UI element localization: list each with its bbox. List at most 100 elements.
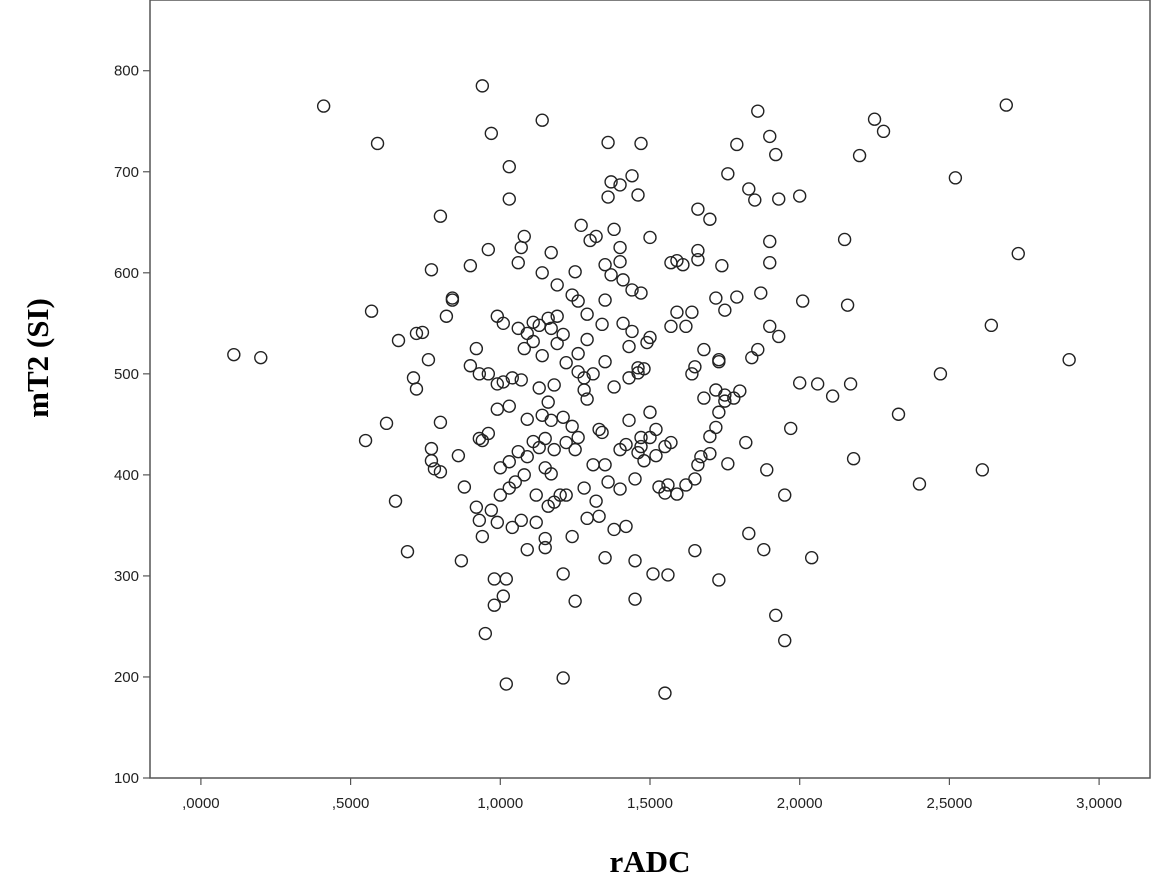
- data-point: [604, 268, 618, 282]
- data-point: [469, 341, 484, 356]
- x-axis: ,0000 ,5000 1,0000 1,5000 2,0000 2,5000 3,0000: [182, 778, 1122, 812]
- data-point: [1011, 246, 1025, 261]
- data-point: [484, 126, 499, 141]
- data-point: [601, 475, 615, 489]
- data-point: [550, 336, 564, 351]
- data-point: [505, 520, 519, 535]
- data-point: [409, 382, 424, 396]
- data-point: [544, 467, 558, 481]
- data-point: [891, 407, 906, 421]
- data-point: [613, 254, 627, 269]
- data-point: [691, 458, 705, 472]
- data-point: [556, 327, 570, 342]
- data-point: [619, 437, 633, 452]
- data-point: [607, 222, 621, 237]
- data-point: [391, 333, 406, 348]
- data-point: [691, 202, 705, 216]
- data-point: [793, 189, 807, 203]
- data-point: [472, 513, 487, 528]
- data-point: [496, 316, 510, 331]
- data-point: [837, 232, 852, 247]
- data-point: [592, 422, 606, 437]
- data-point: [631, 188, 645, 202]
- data-point: [658, 686, 672, 700]
- y-tick-label: 700: [114, 164, 139, 181]
- data-point: [502, 160, 516, 174]
- data-point: [316, 99, 331, 113]
- data-point: [514, 240, 528, 255]
- data-point: [685, 305, 699, 319]
- y-tick-label: 500: [114, 366, 139, 383]
- x-tick-label: 3,0000: [1076, 795, 1122, 812]
- data-point: [679, 319, 693, 334]
- data-point: [598, 355, 612, 369]
- data-point: [511, 256, 525, 270]
- data-point: [763, 256, 777, 270]
- data-point: [433, 209, 448, 223]
- data-point: [598, 551, 612, 565]
- data-point: [634, 430, 648, 445]
- data-point: [712, 355, 726, 369]
- data-point: [619, 519, 633, 534]
- data-point: [571, 430, 585, 445]
- data-point: [846, 452, 861, 466]
- data-point: [598, 258, 612, 272]
- data-point: [810, 377, 825, 391]
- data-point: [679, 478, 693, 492]
- data-point: [625, 169, 639, 183]
- data-point: [631, 361, 645, 375]
- data-point: [535, 113, 549, 127]
- x-tick-label: ,5000: [332, 795, 370, 812]
- data-point: [742, 526, 756, 541]
- data-point: [643, 430, 657, 445]
- data-point: [670, 253, 684, 268]
- data-point: [613, 240, 627, 255]
- data-point: [445, 291, 460, 305]
- data-point: [709, 420, 723, 435]
- data-point: [478, 626, 493, 641]
- y-tick-label: 300: [114, 568, 139, 585]
- data-point: [532, 440, 546, 455]
- data-point: [364, 304, 379, 318]
- data-point: [628, 472, 642, 486]
- data-point: [580, 332, 594, 347]
- data-point: [481, 367, 496, 381]
- data-point: [421, 352, 436, 367]
- data-point: [793, 376, 807, 390]
- data-point: [718, 303, 732, 317]
- x-tick-label: 1,5000: [627, 795, 673, 812]
- data-point: [778, 488, 792, 502]
- data-point: [517, 468, 531, 482]
- data-point: [643, 405, 657, 419]
- data-point: [580, 307, 594, 321]
- data-point: [595, 425, 609, 440]
- data-point: [604, 175, 618, 189]
- data-point: [559, 356, 573, 370]
- data-point: [984, 318, 999, 333]
- data-point: [556, 410, 570, 424]
- data-point: [625, 283, 639, 297]
- data-point: [568, 265, 582, 279]
- data-point: [658, 486, 672, 500]
- y-axis-title: mT2 (SI): [20, 298, 55, 418]
- data-point: [424, 454, 439, 468]
- data-point: [625, 324, 639, 339]
- y-tick-label: 800: [114, 63, 139, 80]
- data-point: [661, 478, 675, 492]
- data-point: [933, 367, 948, 381]
- data-point: [739, 435, 753, 450]
- data-point: [643, 230, 657, 245]
- data-point: [661, 568, 675, 582]
- data-point: [712, 573, 726, 587]
- data-point: [550, 309, 564, 323]
- data-point: [607, 522, 621, 537]
- data-point: [529, 515, 543, 530]
- data-point: [481, 242, 496, 257]
- data-point: [688, 472, 702, 486]
- data-point: [490, 515, 505, 530]
- data-point: [433, 465, 448, 479]
- data-point: [472, 367, 487, 381]
- data-point: [520, 412, 534, 427]
- data-point: [616, 273, 630, 287]
- y-tick-label: 100: [114, 770, 139, 787]
